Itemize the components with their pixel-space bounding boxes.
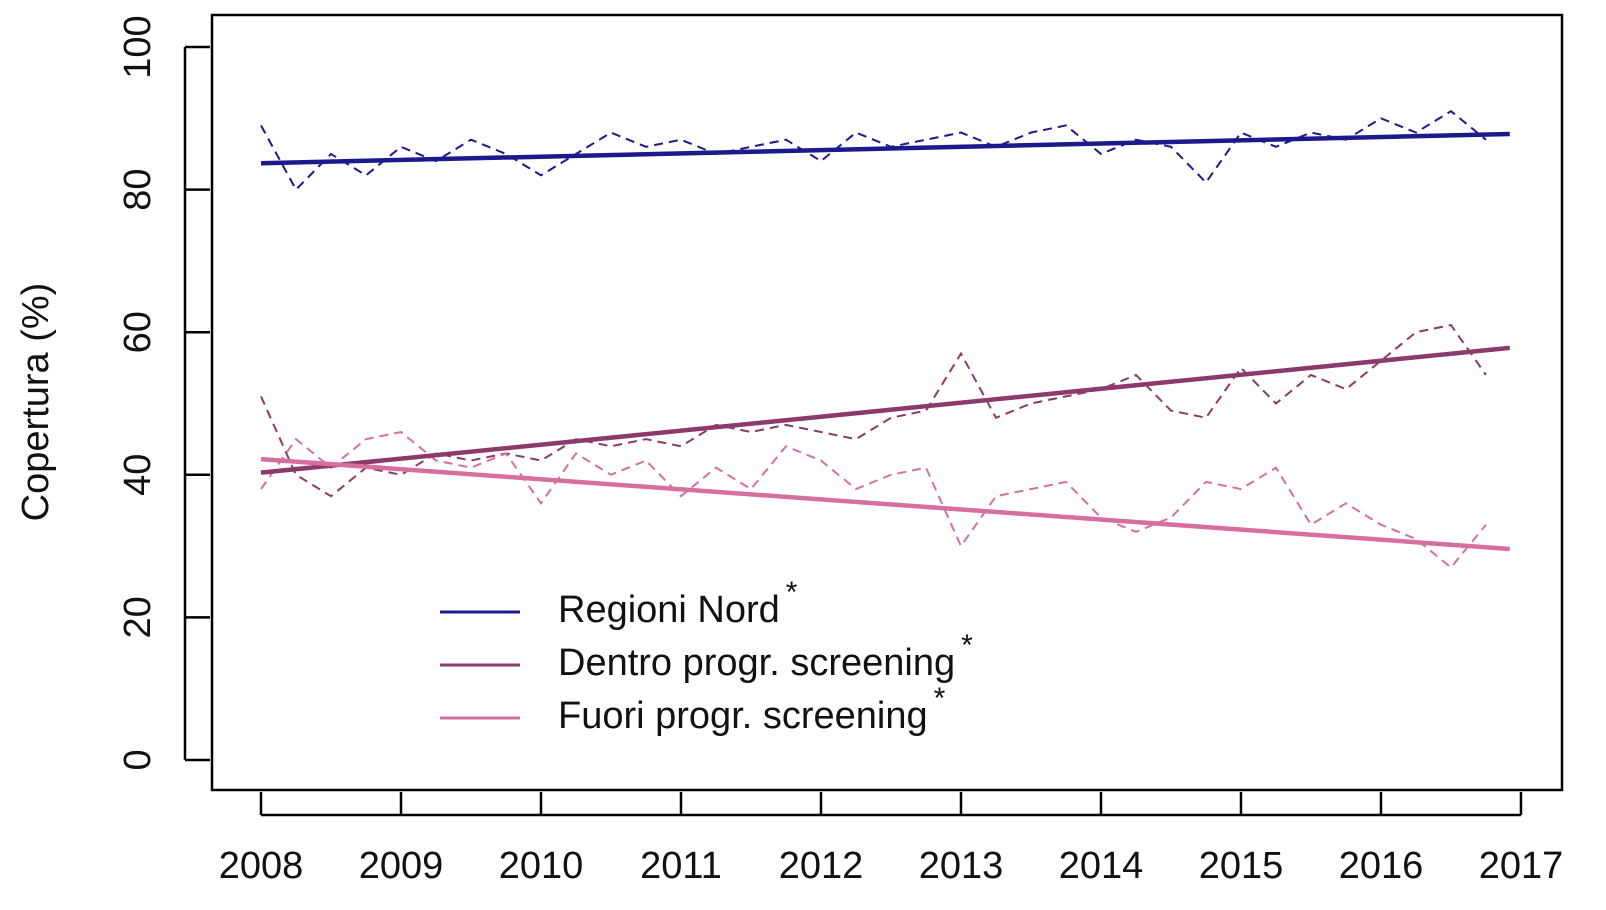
monthly-line: [260, 430, 1487, 569]
x-tick-label: 2016: [1339, 845, 1424, 887]
y-tick-label: 100: [117, 15, 159, 78]
y-tick-label: 20: [117, 596, 159, 638]
x-tick-label: 2015: [1199, 845, 1284, 887]
legend-label: Regioni Nord: [558, 589, 780, 631]
x-tick-label: 2014: [1059, 845, 1144, 887]
plot-frame: [210, 13, 1564, 792]
monthly-line: [260, 109, 1487, 192]
x-tick-label: 2011: [640, 845, 722, 887]
y-tick-label: 40: [117, 454, 159, 496]
trend-line: [260, 131, 1510, 166]
x-tick-label: 2017: [1479, 845, 1564, 887]
x-tick-label: 2013: [919, 845, 1004, 887]
legend-marker: *: [961, 629, 973, 662]
monthly-line: [260, 323, 1487, 498]
legend-marker: *: [786, 576, 798, 609]
x-tick-label: 2009: [359, 845, 444, 887]
trend-line: [260, 456, 1510, 552]
trend-line: [260, 345, 1511, 475]
y-tick-label: 80: [117, 168, 159, 210]
legend-marker: *: [934, 682, 946, 715]
legend-label: Fuori progr. screening: [558, 695, 928, 737]
x-tick-label: 2012: [779, 845, 864, 887]
y-tick-label: 0: [117, 749, 159, 770]
x-tick-label: 2008: [219, 845, 304, 887]
y-axis-title: Copertura (%): [15, 283, 57, 522]
x-tick-label: 2010: [499, 845, 584, 887]
y-tick-label: 60: [117, 311, 159, 353]
legend-label: Dentro progr. screening: [558, 642, 955, 684]
